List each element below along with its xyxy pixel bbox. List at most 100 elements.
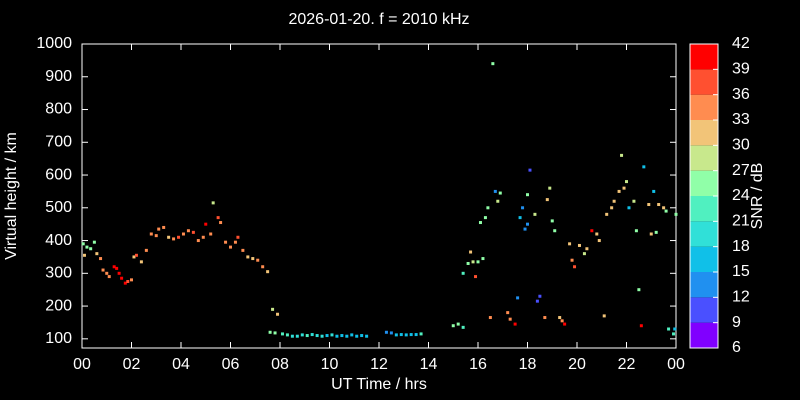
scatter-point (335, 334, 339, 338)
scatter-point (233, 240, 237, 244)
scatter-point (300, 333, 304, 337)
scatter-point (466, 261, 470, 265)
colorbar-band (690, 221, 718, 247)
colorbar-tick-label: 15 (732, 263, 750, 280)
scatter-point (229, 245, 232, 249)
y-tick-label: 800 (45, 101, 72, 118)
scatter-point (649, 232, 653, 236)
scatter-point (577, 243, 581, 247)
scatter-point (256, 258, 260, 262)
scatter-point (543, 316, 547, 320)
colorbar-band (690, 145, 718, 171)
scatter-point (241, 248, 245, 252)
scatter-point (548, 186, 552, 190)
scatter-point (82, 253, 86, 257)
scatter-point (92, 240, 96, 244)
x-tick-label: 18 (519, 356, 537, 373)
scatter-point (399, 333, 403, 337)
scatter-point (290, 334, 294, 338)
scatter-point (219, 221, 223, 225)
scatter-point (149, 232, 153, 236)
scatter-point (550, 219, 554, 223)
scatter-point (526, 222, 529, 226)
scatter-point (123, 281, 127, 285)
scatter-point (582, 252, 586, 256)
scatter-point (211, 201, 215, 205)
scatter-point (595, 232, 599, 236)
scatter-point (528, 168, 532, 172)
scatter-point (132, 255, 136, 259)
scatter-point (305, 334, 309, 338)
colorbar-tick-label: 36 (732, 86, 750, 103)
scatter-point (538, 294, 542, 298)
scatter-point (667, 327, 671, 331)
scatter-point (488, 316, 492, 320)
y-tick-label: 400 (45, 232, 72, 249)
scatter-point (130, 278, 133, 282)
scatter-point (280, 332, 284, 336)
scatter-point (617, 189, 621, 193)
scatter-point (177, 235, 181, 239)
scatter-point (89, 247, 93, 251)
scatter-point (647, 203, 651, 207)
scatter-point (107, 275, 111, 279)
colorbar-tick-label: 18 (732, 238, 750, 255)
colorbar-tick-label: 39 (732, 61, 750, 78)
scatter-point (654, 230, 658, 234)
scatter-point (625, 180, 628, 184)
scatter-point (162, 225, 166, 229)
scatter-point (627, 206, 631, 210)
scatter-point (167, 235, 171, 239)
scatter-point (85, 245, 89, 249)
scatter-point (486, 206, 490, 210)
scatter-point (516, 296, 520, 300)
scatter-point (513, 322, 517, 326)
x-tick-label: 12 (370, 356, 388, 373)
colorbar-tick-label: 27 (732, 162, 750, 179)
y-tick-label: 1000 (36, 35, 72, 52)
scatter-point (585, 247, 589, 251)
scatter-point (112, 265, 116, 269)
scatter-point (144, 248, 148, 252)
scatter-point (99, 257, 103, 261)
scatter-point (345, 334, 349, 338)
scatter-point (355, 334, 359, 338)
scatter-point (134, 253, 138, 257)
scatter-point (639, 324, 643, 328)
scatter-point (236, 235, 240, 239)
scatter-point (115, 266, 119, 270)
scatter-point (521, 206, 525, 210)
scatter-point (523, 227, 527, 231)
scatter-point (389, 331, 393, 335)
scatter-point (471, 260, 475, 264)
y-axis-label: Virtual height / km (3, 132, 20, 260)
scatter-point (535, 299, 539, 303)
colorbar-band (690, 44, 718, 70)
scatter-point (483, 216, 487, 220)
scatter-point (673, 327, 677, 331)
colorbar-band (690, 120, 718, 146)
scatter-point (469, 250, 473, 254)
scatter-point (186, 229, 190, 233)
scatter-point (456, 322, 460, 326)
scatter-point (273, 331, 277, 335)
scatter-point (558, 316, 562, 320)
x-tick-label: 06 (222, 356, 240, 373)
colorbar-band (690, 322, 718, 348)
scatter-point (120, 276, 124, 280)
scatter-point (81, 242, 85, 246)
scatter-point (266, 270, 270, 274)
scatter-point (394, 333, 398, 337)
scatter-point (409, 333, 413, 337)
scatter-point (652, 189, 656, 193)
chart-title: 2026-01-20. f = 2010 kHz (288, 11, 469, 28)
scatter-point (526, 193, 529, 197)
scatter-point (597, 239, 601, 243)
scatter-point (295, 334, 299, 338)
scatter-point (637, 288, 641, 292)
x-tick-label: 00 (73, 356, 91, 373)
scatter-point (570, 258, 574, 262)
scatter-point (95, 252, 99, 256)
colorbar-tick-label: 9 (732, 314, 741, 331)
colorbar-band (690, 297, 718, 323)
